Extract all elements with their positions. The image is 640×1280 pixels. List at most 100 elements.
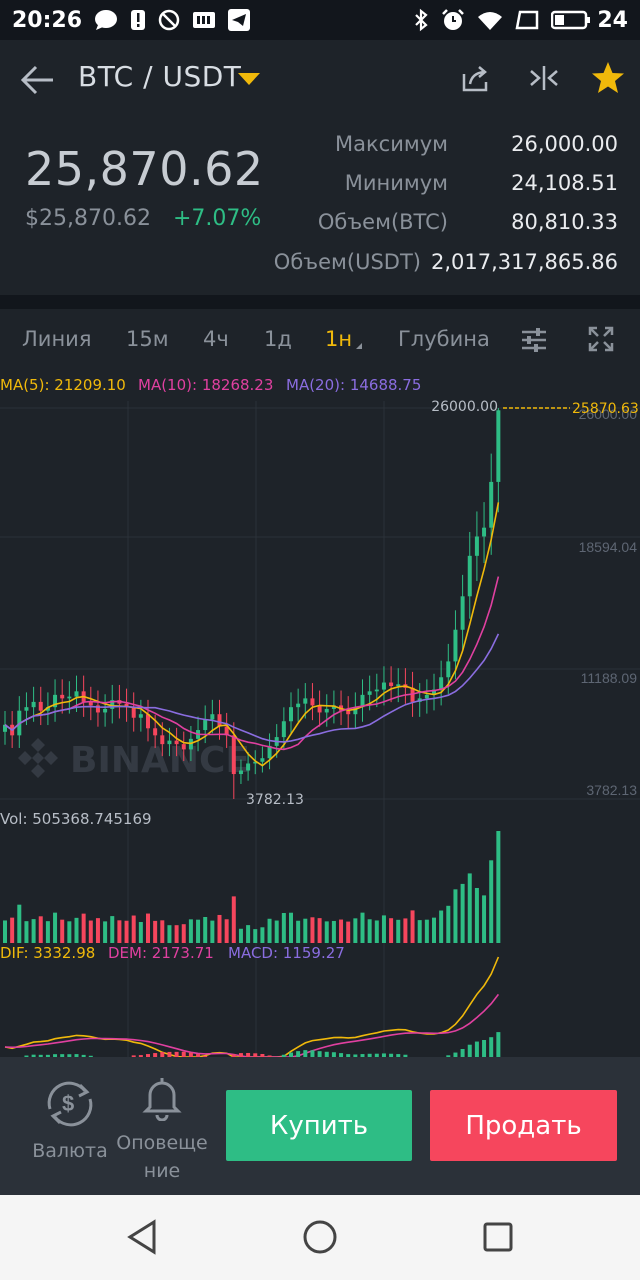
nav-recents-icon[interactable] xyxy=(482,1221,514,1257)
ma5-line xyxy=(4,502,500,767)
telegram-icon xyxy=(228,9,251,31)
ma10-label: MA(10): 18268.23 xyxy=(138,376,274,394)
volume-bar xyxy=(424,919,429,943)
volume-bar xyxy=(95,918,100,943)
volume-bar xyxy=(153,920,158,943)
macd-bar xyxy=(281,1054,286,1057)
kline-chart[interactable]: MA(5): 21209.10 MA(10): 18268.23 MA(20):… xyxy=(0,371,640,1057)
volume-bar xyxy=(103,921,108,943)
last-price: 25,870.62 xyxy=(25,142,264,196)
candle xyxy=(231,735,236,775)
candle xyxy=(224,726,229,736)
candle xyxy=(353,707,358,715)
candle xyxy=(217,714,222,727)
volume-bar xyxy=(231,896,236,943)
macd-bar xyxy=(74,1054,79,1057)
candle xyxy=(160,735,165,745)
candle xyxy=(496,410,501,482)
ma5-label: MA(5): 21209.10 xyxy=(0,376,126,394)
macd-bar xyxy=(331,1052,336,1057)
status-time: 20:26 xyxy=(12,7,83,33)
macd-bar xyxy=(467,1044,472,1057)
candle xyxy=(45,707,50,711)
stat-label: Объем(USDT) xyxy=(273,250,421,274)
macd-bar xyxy=(403,1054,408,1057)
currency-exchange-icon: $ xyxy=(30,1079,110,1137)
macd-bar xyxy=(374,1053,379,1057)
candle xyxy=(317,705,322,713)
volume-bar xyxy=(482,895,487,943)
volume-bar xyxy=(367,919,372,943)
candle xyxy=(138,714,143,718)
candle xyxy=(410,687,415,702)
ma20-label: MA(20): 14688.75 xyxy=(286,376,422,394)
dnd-icon xyxy=(158,9,180,31)
stat-value: 2,017,317,865.86 xyxy=(430,250,618,274)
volume-bar xyxy=(110,916,115,943)
high-marker: 26000.00 xyxy=(431,399,498,415)
volume-bar xyxy=(467,873,472,943)
fullscreen-icon[interactable] xyxy=(588,326,614,357)
pair-dropdown-caret-icon[interactable] xyxy=(238,73,260,85)
candle xyxy=(460,596,465,630)
nav-home-icon[interactable] xyxy=(302,1219,338,1259)
tab-depth[interactable]: Глубина xyxy=(398,327,490,351)
volume-bar xyxy=(188,919,193,943)
macd-bar xyxy=(353,1054,358,1057)
macd-bar xyxy=(203,1055,208,1057)
candle xyxy=(381,682,386,690)
share-icon[interactable] xyxy=(460,62,492,98)
volume-bar xyxy=(45,921,50,943)
macd-bar xyxy=(53,1054,58,1057)
dem-line xyxy=(4,993,500,1057)
indicator-settings-icon[interactable] xyxy=(520,326,548,359)
pair-title[interactable]: BTC / USDT xyxy=(78,60,242,93)
macd-bar xyxy=(231,1054,236,1057)
candle xyxy=(439,677,444,690)
stat-volume-btc: Объем(BTC) 80,810.33 xyxy=(318,210,618,234)
macd-bar xyxy=(238,1053,243,1057)
tab-1d[interactable]: 1д xyxy=(264,327,292,351)
macd-bar xyxy=(489,1037,494,1057)
volume-bar xyxy=(253,929,258,943)
tab-15m[interactable]: 15м xyxy=(126,327,169,351)
compare-icon[interactable] xyxy=(528,62,560,98)
alerts-button[interactable]: Оповеще ние xyxy=(114,1075,210,1185)
buy-button[interactable]: Купить xyxy=(226,1090,412,1161)
macd-bar xyxy=(246,1052,251,1057)
macd-bar xyxy=(138,1055,143,1057)
macd-bar xyxy=(360,1054,365,1057)
macd-bar xyxy=(339,1053,344,1057)
volume-bar xyxy=(146,913,150,943)
tab-line[interactable]: Линия xyxy=(22,327,92,351)
volume-bar xyxy=(432,917,436,943)
volume-bar xyxy=(496,831,501,943)
sell-button[interactable]: Продать xyxy=(430,1090,617,1161)
volume-bar xyxy=(310,917,315,943)
alarm-icon xyxy=(441,8,465,32)
volume-bar xyxy=(460,883,465,943)
volume-bar xyxy=(81,913,86,943)
macd-bar xyxy=(60,1054,65,1057)
back-arrow-icon[interactable] xyxy=(20,62,56,102)
macd-bar xyxy=(389,1053,394,1057)
macd-bar xyxy=(317,1051,322,1057)
volume-bar xyxy=(331,920,336,943)
candle xyxy=(203,719,208,731)
tab-4h[interactable]: 4ч xyxy=(203,327,229,351)
volume-bar xyxy=(360,912,365,943)
macd-bar xyxy=(24,1055,29,1057)
y-axis-label: 11188.09 xyxy=(581,670,638,686)
currency-button[interactable]: $ Валюта xyxy=(30,1079,110,1165)
sim-icon xyxy=(192,10,216,30)
macd-bar xyxy=(446,1055,451,1057)
volume-bar xyxy=(260,927,265,943)
stat-volume-usdt: Объем(USDT) 2,017,317,865.86 xyxy=(274,250,618,274)
volume-bar xyxy=(324,921,329,943)
tab-1w[interactable]: 1н xyxy=(325,327,363,351)
volume-bar xyxy=(396,919,401,943)
macd-bar xyxy=(324,1051,329,1057)
candle xyxy=(489,481,494,528)
favorite-star-icon[interactable] xyxy=(590,60,626,100)
nav-back-icon[interactable] xyxy=(126,1219,158,1259)
